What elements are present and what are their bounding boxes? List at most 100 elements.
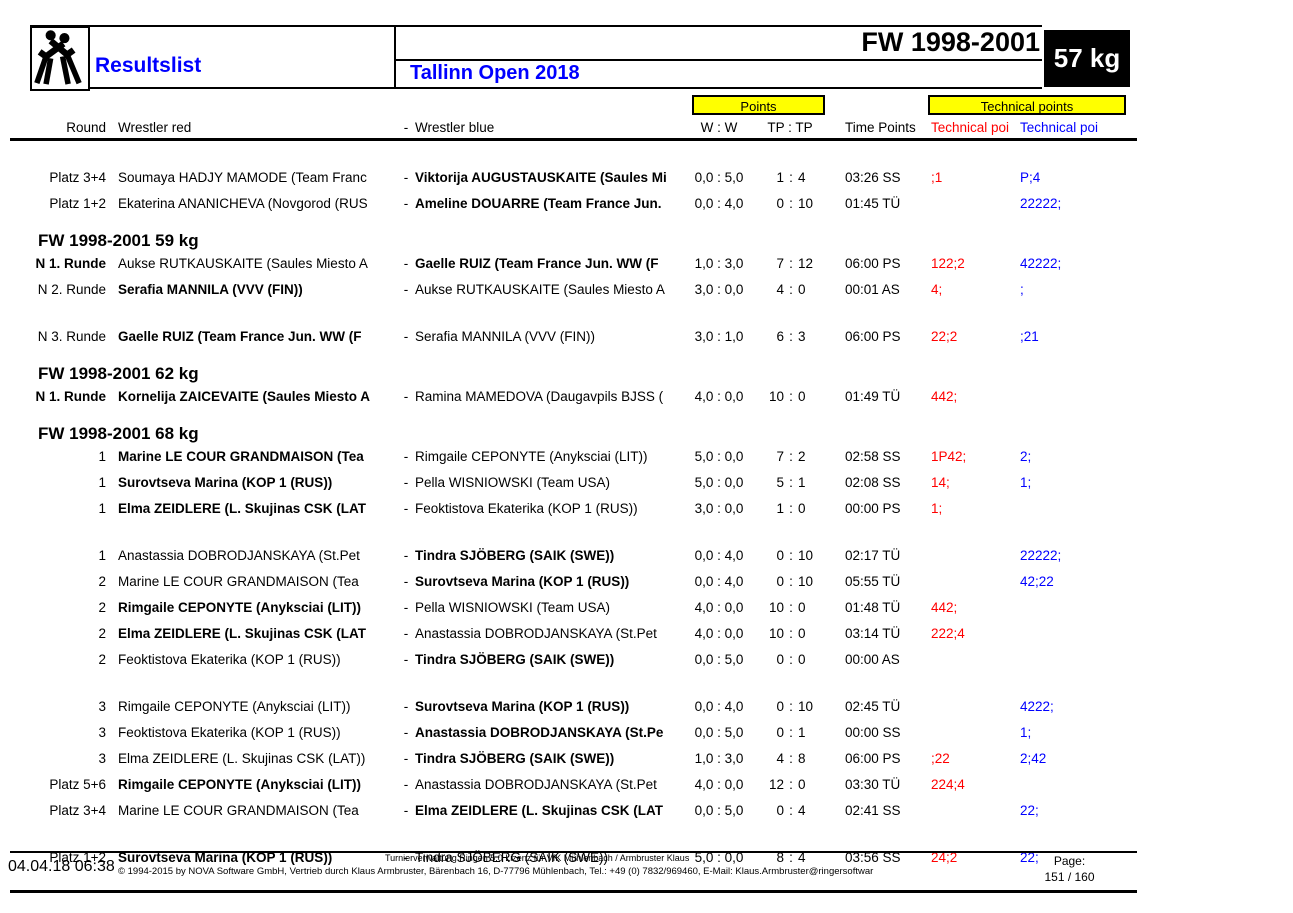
weight-class-header: FW 1998-2001 62 kg bbox=[38, 364, 199, 383]
separator-dash: - bbox=[403, 501, 409, 516]
technical-points-red: 14; bbox=[931, 475, 950, 490]
round-cell: 3 bbox=[98, 699, 106, 714]
wrestler-red-name: Rimgaile CEPONYTE (Anyksciai (LIT)) bbox=[118, 777, 362, 792]
tp-red: 8 bbox=[776, 850, 784, 865]
tp-colon: : bbox=[789, 282, 793, 297]
page-title: Resultslist bbox=[95, 54, 202, 77]
tp-blue: 0 bbox=[798, 501, 806, 516]
match-row: Platz 1+2 Ekaterina ANANICHEVA (Novgorod … bbox=[0, 191, 1293, 217]
wrestler-blue-name: Surovtseva Marina (KOP 1 (RUS)) bbox=[415, 574, 630, 589]
time-and-points: 03:30 TÜ bbox=[845, 777, 901, 792]
round-group: N 1. Runde Kornelija ZAICEVAITE (Saules M… bbox=[0, 384, 1293, 410]
tp-red: 4 bbox=[776, 751, 784, 766]
round-cell: 3 bbox=[98, 725, 106, 740]
round-cell: N 1. Runde bbox=[35, 256, 106, 271]
tp-colon: : bbox=[789, 751, 793, 766]
technical-points-red: 1P42; bbox=[931, 449, 967, 464]
technical-points-red: 22;2 bbox=[931, 329, 958, 344]
wrestler-red-name: Marine LE COUR GRANDMAISON (Tea bbox=[118, 803, 359, 818]
tp-red: 10 bbox=[768, 600, 784, 615]
classification-score: 3,0 : 0,0 bbox=[694, 501, 744, 516]
column-ww: W : W bbox=[700, 120, 738, 135]
separator-dash: - bbox=[403, 626, 409, 641]
table-header-line bbox=[10, 138, 1137, 141]
classification-score: 0,0 : 4,0 bbox=[694, 574, 744, 589]
column-wrestler-blue: Wrestler blue bbox=[415, 120, 495, 135]
round-group: 1 Anastassia DOBRODJANSKAYA (St.Pet - Tindr… bbox=[0, 543, 1293, 673]
wrestler-blue-name: Ramina MAMEDOVA (Daugavpils BJSS ( bbox=[415, 389, 664, 404]
separator-dash: - bbox=[403, 170, 409, 185]
technical-points-blue: 42222; bbox=[1020, 256, 1062, 271]
technical-points-blue bbox=[1020, 384, 1132, 410]
wrestler-red-name: Ekaterina ANANICHEVA (Novgorod (RUS bbox=[118, 196, 368, 211]
separator-dash: - bbox=[403, 652, 409, 667]
time-and-points: 00:00 PS bbox=[845, 501, 901, 516]
technical-points-red: ;1 bbox=[931, 170, 943, 185]
technical-points-blue: P;4 bbox=[1020, 170, 1041, 185]
round-group: Platz 3+4 Soumaya HADJY MAMODE (Team Fran… bbox=[0, 165, 1293, 217]
match-row: Platz 3+4 Marine LE COUR GRANDMAISON (Tea… bbox=[0, 798, 1293, 824]
technical-points-blue: 42;22 bbox=[1020, 574, 1054, 589]
round-cell: 3 bbox=[98, 751, 106, 766]
weight-class-section: FW 1998-2001 59 kg N 1. Runde Aukse RUTKAU… bbox=[0, 231, 1293, 350]
time-and-points: 06:00 PS bbox=[845, 751, 901, 766]
wrestlers-pictogram-icon bbox=[34, 30, 82, 85]
time-and-points: 03:14 TÜ bbox=[845, 626, 901, 641]
wrestler-blue-name: Tindra SJÖBERG (SAIK (SWE)) bbox=[415, 548, 615, 563]
technical-points-red: 122;2 bbox=[931, 256, 965, 271]
event-title: Tallinn Open 2018 bbox=[410, 62, 580, 84]
tp-red: 0 bbox=[776, 196, 784, 211]
time-and-points: 05:55 TÜ bbox=[845, 574, 901, 589]
tp-blue: 10 bbox=[798, 699, 814, 714]
tp-blue: 10 bbox=[798, 548, 814, 563]
match-row: N 1. Runde Aukse RUTKAUSKAITE (Saules Mie… bbox=[0, 251, 1293, 277]
column-wrestler-red: Wrestler red bbox=[118, 120, 192, 135]
tp-colon: : bbox=[789, 475, 793, 490]
tp-blue: 3 bbox=[798, 329, 806, 344]
round-cell: 1 bbox=[98, 501, 106, 516]
tp-colon: : bbox=[789, 803, 793, 818]
match-row: Platz 1+2 Surovtseva Marina (KOP 1 (RUS))… bbox=[0, 845, 1293, 871]
classification-score: 4,0 : 0,0 bbox=[694, 777, 744, 792]
tp-blue: 2 bbox=[798, 449, 806, 464]
wrestler-red-name: Gaelle RUIZ (Team France Jun. WW (F bbox=[118, 329, 362, 344]
technical-points-red bbox=[931, 694, 1018, 720]
classification-score: 5,0 : 0,0 bbox=[694, 475, 744, 490]
tp-blue: 12 bbox=[798, 256, 814, 271]
classification-score: 3,0 : 0,0 bbox=[694, 282, 744, 297]
round-cell: 2 bbox=[98, 600, 106, 615]
round-cell: Platz 3+4 bbox=[49, 803, 106, 818]
tp-blue: 4 bbox=[798, 803, 806, 818]
technical-points-blue: ;21 bbox=[1020, 329, 1039, 344]
match-row: 1 Marine LE COUR GRANDMAISON (Tea - Rimgail… bbox=[0, 444, 1293, 470]
match-row: 2 Rimgaile CEPONYTE (Anyksciai (LIT)) - Pel… bbox=[0, 595, 1293, 621]
match-row: Platz 3+4 Soumaya HADJY MAMODE (Team Fran… bbox=[0, 165, 1293, 191]
separator-dash: - bbox=[403, 600, 409, 615]
tp-red: 0 bbox=[776, 652, 784, 667]
technical-points-blue: 22222; bbox=[1020, 196, 1062, 211]
wrestler-red-name: Rimgaile CEPONYTE (Anyksciai (LIT)) bbox=[118, 699, 351, 714]
tp-red: 0 bbox=[776, 725, 784, 740]
tp-blue: 10 bbox=[798, 196, 814, 211]
tp-blue: 4 bbox=[798, 170, 806, 185]
classification-score: 5,0 : 0,0 bbox=[694, 449, 744, 464]
tp-colon: : bbox=[789, 256, 793, 271]
technical-points-group-header: Technical points bbox=[928, 95, 1126, 115]
technical-points-red bbox=[931, 543, 1018, 569]
tp-red: 10 bbox=[768, 389, 784, 404]
column-separator: - bbox=[403, 120, 409, 135]
wrestler-red-name: Soumaya HADJY MAMODE (Team Franc bbox=[118, 170, 367, 185]
wrestler-red-name: Anastassia DOBRODJANSKAYA (St.Pet bbox=[118, 548, 360, 563]
round-cell: 1 bbox=[98, 548, 106, 563]
weight-class-header: FW 1998-2001 59 kg bbox=[38, 231, 199, 250]
time-and-points: 03:26 SS bbox=[845, 170, 901, 185]
tp-colon: : bbox=[789, 777, 793, 792]
header-top-line bbox=[30, 25, 1042, 27]
tp-blue: 0 bbox=[798, 600, 806, 615]
tp-red: 10 bbox=[768, 626, 784, 641]
time-and-points: 02:58 SS bbox=[845, 449, 901, 464]
round-cell: Platz 1+2 bbox=[49, 850, 106, 865]
tp-red: 0 bbox=[776, 803, 784, 818]
classification-score: 4,0 : 0,0 bbox=[694, 626, 744, 641]
classification-score: 0,0 : 5,0 bbox=[694, 725, 744, 740]
